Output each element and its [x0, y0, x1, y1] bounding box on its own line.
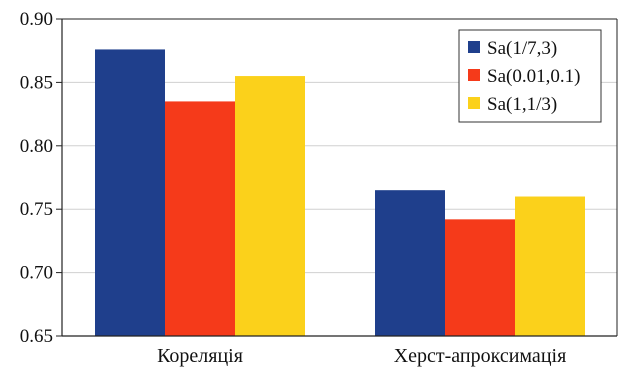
y-tick-label: 0.85	[20, 72, 53, 93]
legend: Sa(1/7,3) Sa(0.01,0.1) Sa(1,1/3)	[458, 29, 602, 123]
y-tick-label: 0.65	[20, 326, 53, 347]
y-tick-label: 0.70	[20, 263, 53, 284]
y-tick-label: 0.90	[20, 9, 53, 30]
bar	[165, 101, 235, 336]
legend-swatch	[468, 97, 480, 109]
legend-entry: Sa(1,1/3)	[487, 94, 557, 115]
y-tick-label: 0.80	[20, 136, 53, 157]
bars	[95, 49, 585, 336]
x-axis-category-labels: Кореляція Херст-апроксимація	[157, 345, 566, 367]
x-category-label: Херст-апроксимація	[394, 345, 567, 367]
bar	[235, 76, 305, 336]
legend-entry: Sa(1/7,3)	[487, 38, 557, 59]
y-tick-label: 0.75	[20, 199, 53, 220]
bar	[375, 190, 445, 336]
legend-swatch	[468, 69, 480, 81]
x-category-label: Кореляція	[157, 345, 243, 367]
plot-frame	[61, 18, 618, 337]
legend-box	[458, 29, 602, 123]
y-axis-tick-labels: 0.65 0.70 0.75 0.80 0.85 0.90	[20, 9, 62, 347]
bar	[515, 196, 585, 336]
bar	[95, 49, 165, 336]
legend-swatch	[468, 41, 480, 53]
bar	[445, 219, 515, 336]
legend-entry: Sa(0.01,0.1)	[487, 66, 580, 87]
